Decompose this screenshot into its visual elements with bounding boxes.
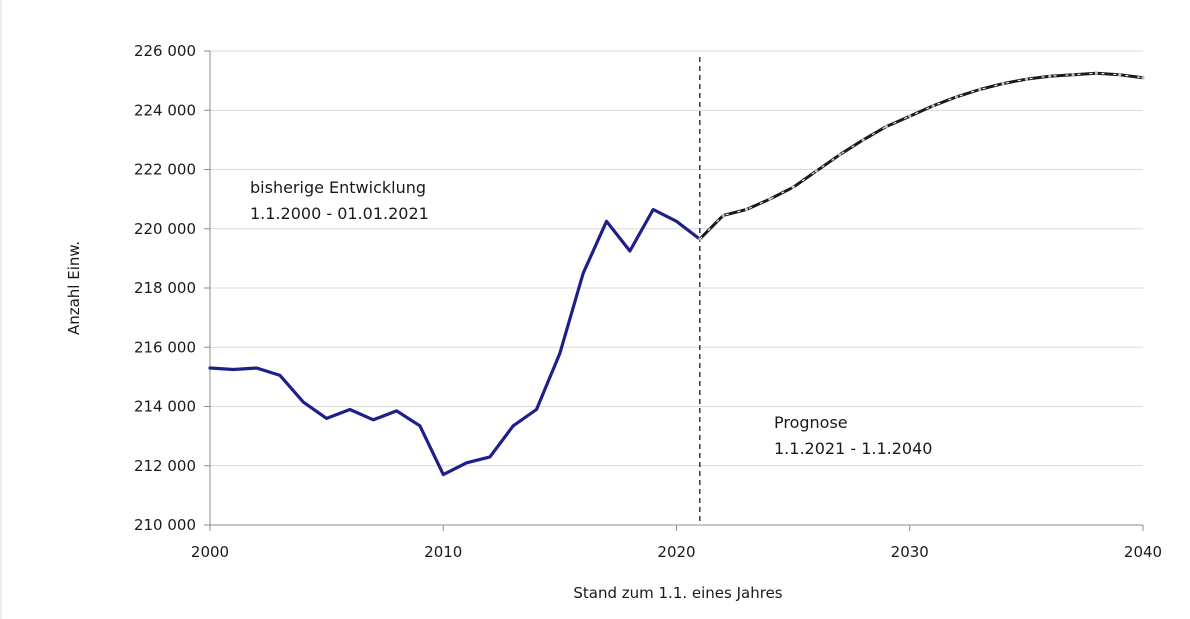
x-tick-label: 2030 xyxy=(891,543,929,561)
forecast-point xyxy=(954,95,959,99)
forecast-point xyxy=(884,124,889,129)
forecast-point xyxy=(1118,73,1122,77)
y-tick-label: 210 000 xyxy=(134,516,196,534)
forecast-point xyxy=(1048,74,1052,78)
forecast-point xyxy=(744,207,749,212)
forecast-point xyxy=(1141,76,1145,80)
forecast-point xyxy=(978,87,982,92)
y-axis-label: Anzahl Einw. xyxy=(65,241,83,335)
series-layer xyxy=(208,57,1145,525)
forecast-point xyxy=(791,185,795,189)
forecast-point xyxy=(1094,71,1098,75)
forecast-point xyxy=(931,104,935,108)
tick-labels: 210 000 212 000 214 000 216 000 218 000 220 0… xyxy=(134,42,1162,561)
x-tick-label: 2040 xyxy=(1124,543,1162,561)
y-tick-label: 222 000 xyxy=(134,161,196,179)
forecast-annotation-line: Prognose xyxy=(774,413,848,432)
forecast-point xyxy=(698,237,702,241)
gridlines xyxy=(210,50,1143,467)
x-tick-label: 2020 xyxy=(657,543,695,561)
history-annotation-line: 1.1.2000 - 01.01.2021 xyxy=(250,204,429,223)
x-tick-label: 2010 xyxy=(424,543,462,561)
forecast-point xyxy=(1024,77,1028,81)
forecast-point xyxy=(814,169,819,173)
forecast-series-dash xyxy=(699,72,1144,240)
axes xyxy=(204,50,1144,531)
y-tick-label: 220 000 xyxy=(134,220,196,238)
x-tick-label: 2000 xyxy=(191,543,229,561)
x-axis-label: Stand zum 1.1. eines Jahres xyxy=(573,584,782,602)
forecast-point xyxy=(721,213,725,218)
y-tick-label: 218 000 xyxy=(134,279,196,297)
y-tick-label: 214 000 xyxy=(134,398,196,416)
y-tick-label: 226 000 xyxy=(134,42,196,60)
history-annotation-line: bisherige Entwicklung xyxy=(250,178,426,197)
forecast-point xyxy=(908,114,912,118)
forecast-annotation-line: 1.1.2021 - 1.1.2040 xyxy=(774,439,932,458)
forecast-point xyxy=(768,197,772,201)
forecast-point xyxy=(838,153,842,157)
forecast-point xyxy=(1001,81,1005,86)
y-tick-label: 224 000 xyxy=(134,101,196,119)
y-tick-label: 216 000 xyxy=(134,338,196,356)
forecast-point xyxy=(861,138,865,142)
y-tick-label: 212 000 xyxy=(134,457,196,475)
forecast-series-line xyxy=(698,71,1145,241)
history-series-line xyxy=(208,207,702,477)
forecast-point xyxy=(1071,73,1075,77)
annotations: bisherige Entwicklung 1.1.2000 - 01.01.20… xyxy=(250,178,932,458)
